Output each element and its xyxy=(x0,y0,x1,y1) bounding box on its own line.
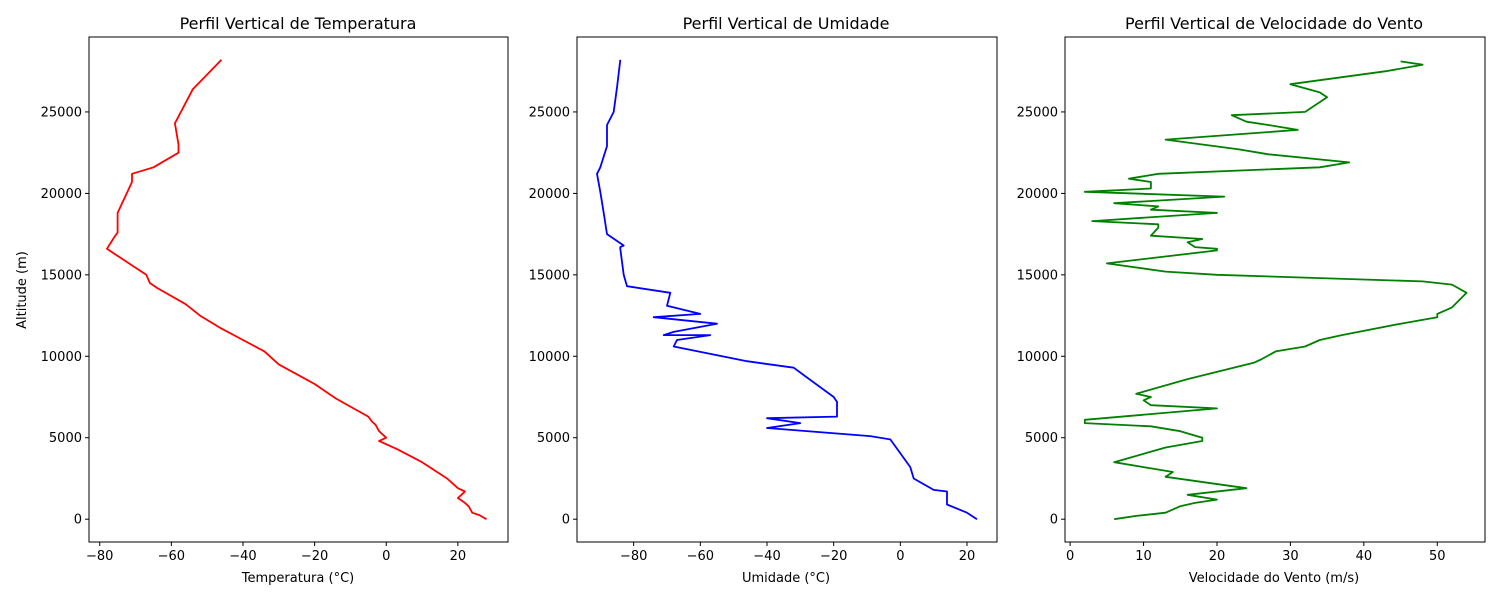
wind-axes-frame xyxy=(1064,36,1486,543)
temperature-chart-title: Perfil Vertical de Temperatura xyxy=(180,14,417,33)
humidity-y-tick-label: 5000 xyxy=(537,431,570,446)
temperature-profile-line xyxy=(106,59,487,520)
temperature-y-tick-label: 25000 xyxy=(41,105,82,120)
temperature-x-tick-label: −20 xyxy=(301,549,328,564)
humidity-x-tick-label: −40 xyxy=(753,549,780,564)
wind-panel: Perfil Vertical de Velocidade do Vento 0… xyxy=(1017,14,1486,586)
wind-x-tick-label: 30 xyxy=(1282,549,1299,564)
wind-x-tick-label: 20 xyxy=(1209,549,1226,564)
temperature-panel: Perfil Vertical de Temperatura −80 −60 −40… xyxy=(15,14,509,586)
wind-chart-title: Perfil Vertical de Velocidade do Vento xyxy=(1125,14,1423,33)
wind-profile-line xyxy=(1083,60,1468,521)
humidity-x-tick-label: 0 xyxy=(896,549,904,564)
temperature-axes-frame xyxy=(88,36,509,543)
temperature-x-tick-label: −80 xyxy=(86,549,113,564)
temperature-x-tick-label: 0 xyxy=(382,549,390,564)
wind-x-tick-label: 40 xyxy=(1356,549,1373,564)
humidity-chart-title: Perfil Vertical de Umidade xyxy=(683,14,890,33)
wind-x-tick-label: 10 xyxy=(1135,549,1152,564)
wind-y-tick-label: 5000 xyxy=(1025,431,1058,446)
wind-x-tick-label: 50 xyxy=(1429,549,1446,564)
humidity-profile-line xyxy=(596,59,978,520)
temperature-plot-area: −80 −60 −40 −20 0 20 0 5000 10000 15000 20000 25000 xyxy=(41,36,509,564)
temperature-x-tick-label: −40 xyxy=(229,549,256,564)
temperature-y-tick-label: 15000 xyxy=(41,268,82,283)
humidity-y-tick-label: 20000 xyxy=(529,187,570,202)
temperature-y-tick-label: 20000 xyxy=(41,187,82,202)
altitude-y-axis-label: Altitude (m) xyxy=(15,251,30,329)
wind-plot-area: 0 10 20 30 40 50 0 5000 10000 15000 20000 25000 xyxy=(1017,36,1486,564)
temperature-y-tick-label: 5000 xyxy=(49,431,82,446)
wind-x-axis-label: Velocidade do Vento (m/s) xyxy=(1189,571,1359,586)
humidity-x-tick-label: −20 xyxy=(820,549,847,564)
wind-y-tick-label: 20000 xyxy=(1017,187,1058,202)
humidity-x-tick-label: 20 xyxy=(959,549,976,564)
temperature-x-tick-label: −60 xyxy=(158,549,185,564)
humidity-panel: Perfil Vertical de Umidade −80 −60 −40 −20 0… xyxy=(529,14,998,586)
humidity-y-tick-label: 10000 xyxy=(529,350,570,365)
temperature-x-tick-label: 20 xyxy=(450,549,467,564)
humidity-x-tick-label: −60 xyxy=(687,549,714,564)
humidity-y-tick-label: 15000 xyxy=(529,268,570,283)
wind-y-tick-label: 15000 xyxy=(1017,268,1058,283)
humidity-plot-area: −80 −60 −40 −20 0 20 0 5000 10000 15000 20000 25000 xyxy=(529,36,998,564)
humidity-x-axis-label: Umidade (°C) xyxy=(742,571,830,586)
wind-y-tick-label: 0 xyxy=(1050,513,1058,528)
humidity-y-tick-label: 0 xyxy=(562,513,570,528)
wind-y-tick-label: 10000 xyxy=(1017,350,1058,365)
temperature-y-tick-label: 0 xyxy=(74,513,82,528)
temperature-x-axis-label: Temperatura (°C) xyxy=(241,571,354,586)
wind-x-tick-label: 0 xyxy=(1066,549,1074,564)
humidity-axes-frame xyxy=(576,36,998,543)
temperature-y-tick-label: 10000 xyxy=(41,350,82,365)
wind-y-tick-label: 25000 xyxy=(1017,105,1058,120)
humidity-y-tick-label: 25000 xyxy=(529,105,570,120)
humidity-x-tick-label: −80 xyxy=(620,549,647,564)
